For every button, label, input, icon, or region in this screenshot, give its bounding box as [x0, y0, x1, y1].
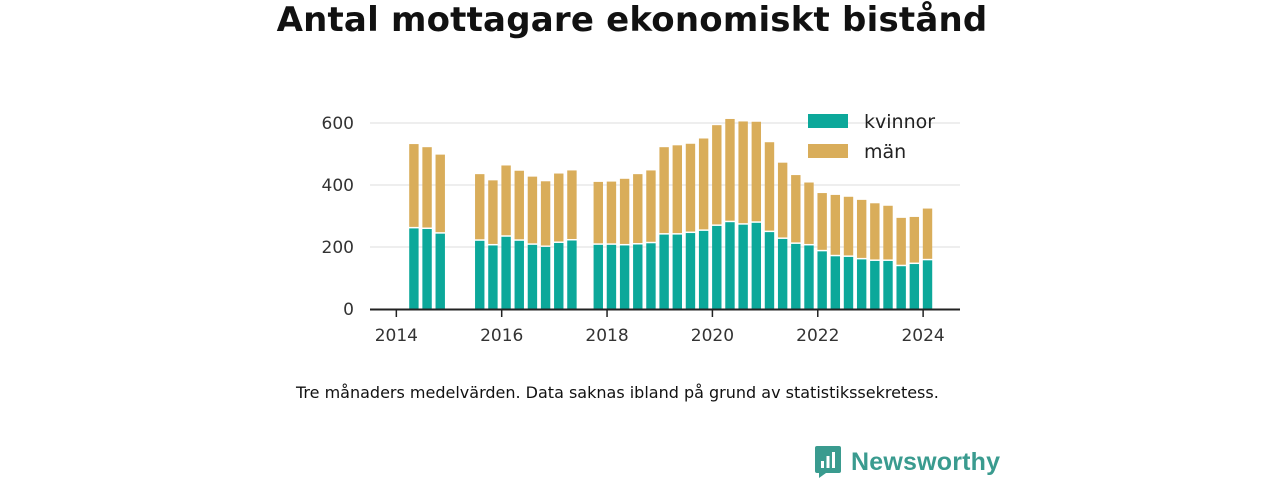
bar-kvinnor	[804, 245, 814, 309]
bar-kvinnor	[567, 240, 577, 309]
bar-kvinnor	[488, 245, 498, 309]
bar-man	[540, 181, 551, 246]
bar-man	[725, 118, 735, 221]
x-tick-label: 2022	[796, 326, 839, 346]
bar-man	[619, 178, 630, 244]
bar-man	[791, 175, 801, 243]
bar-kvinnor	[646, 243, 656, 309]
chart-note: Tre månaders medelvärden. Data saknas ib…	[296, 383, 939, 402]
bar-kvinnor	[764, 232, 775, 309]
bar-kvinnor	[527, 244, 538, 309]
bar-kvinnor	[633, 244, 643, 309]
bar-kvinnor	[501, 236, 511, 309]
bar-man	[909, 216, 920, 263]
bar-man	[817, 193, 827, 250]
bar-man	[883, 205, 893, 260]
legend-swatch-kvinnor	[808, 114, 848, 128]
legend-swatch-man	[808, 144, 848, 158]
bar-kvinnor	[870, 260, 880, 309]
bar-kvinnor	[738, 224, 748, 309]
bar-man	[409, 144, 419, 227]
bar-man	[777, 162, 788, 238]
bar-man	[527, 176, 538, 244]
bar-kvinnor	[751, 222, 762, 309]
bar-man	[646, 170, 656, 242]
bar-kvinnor	[606, 244, 617, 309]
legend-label-kvinnor: kvinnor	[864, 111, 935, 133]
bar-man	[606, 181, 617, 244]
legend: kvinnor män	[808, 111, 935, 163]
brand-logo: Newsworthy	[814, 445, 1000, 479]
x-tick-label: 2024	[901, 326, 944, 346]
y-tick-label: 200	[322, 238, 354, 258]
bar-kvinnor	[922, 260, 933, 309]
bar-man	[593, 181, 603, 244]
x-tick-label: 2016	[480, 326, 523, 346]
bar-man	[554, 173, 564, 242]
bar-man	[856, 199, 867, 258]
bar-man	[870, 203, 880, 260]
legend-label-man: män	[864, 141, 906, 163]
bar-man	[896, 217, 906, 265]
bar-man	[659, 147, 669, 234]
bar-man	[633, 174, 643, 244]
y-tick-label: 0	[343, 300, 354, 320]
bar-man	[672, 145, 682, 234]
y-tick-label: 600	[322, 114, 354, 134]
bar-kvinnor	[685, 233, 696, 309]
bar-kvinnor	[475, 240, 485, 309]
bar-kvinnor	[409, 228, 419, 309]
bar-kvinnor	[514, 240, 524, 309]
bar-kvinnor	[725, 222, 735, 309]
bar-kvinnor	[830, 256, 841, 309]
bar-kvinnor	[856, 259, 867, 309]
bar-kvinnor	[540, 247, 551, 309]
newsworthy-logo-icon	[815, 446, 841, 478]
bar-kvinnor	[817, 251, 827, 309]
chart-title: Antal mottagare ekonomiskt bistånd	[276, 0, 988, 40]
bar-man	[738, 121, 748, 224]
bar-kvinnor	[883, 260, 893, 309]
bar-kvinnor	[672, 234, 682, 309]
bar-man	[567, 170, 577, 239]
bar-man	[764, 142, 775, 231]
bar-man	[922, 208, 933, 259]
bar-kvinnor	[554, 242, 564, 309]
brand-name: Newsworthy	[851, 447, 1001, 476]
bar-kvinnor	[593, 244, 603, 309]
bar-kvinnor	[619, 245, 630, 309]
bar-man	[488, 180, 498, 244]
bar-kvinnor	[843, 256, 854, 309]
bar-kvinnor	[659, 234, 669, 309]
y-axis-ticks: 0 200 400 600	[322, 114, 354, 320]
bar-man	[514, 170, 524, 240]
x-tick-label: 2018	[585, 326, 628, 346]
bar-kvinnor	[896, 266, 906, 309]
bar-man	[712, 125, 722, 225]
bar-man	[475, 174, 485, 240]
bar-man	[435, 154, 445, 233]
bar-man	[751, 121, 762, 222]
bar-kvinnor	[909, 264, 920, 309]
bar-man	[698, 138, 709, 230]
bar-man	[685, 143, 696, 232]
x-axis-ticks: 2014 2016 2018 2020 2022 2024	[375, 310, 945, 346]
bar-kvinnor	[698, 230, 709, 309]
bar-man	[501, 165, 511, 236]
bar-kvinnor	[435, 233, 445, 309]
bar-kvinnor	[777, 238, 788, 309]
bar-kvinnor	[712, 225, 722, 309]
bar-kvinnor	[791, 243, 801, 309]
bars	[409, 118, 933, 309]
x-tick-label: 2014	[375, 326, 418, 346]
bar-kvinnor	[422, 229, 432, 309]
bar-man	[843, 196, 854, 256]
x-tick-label: 2020	[691, 326, 734, 346]
bar-man	[830, 194, 841, 255]
y-tick-label: 400	[322, 176, 354, 196]
bar-man	[804, 182, 814, 244]
bar-man	[422, 147, 432, 228]
